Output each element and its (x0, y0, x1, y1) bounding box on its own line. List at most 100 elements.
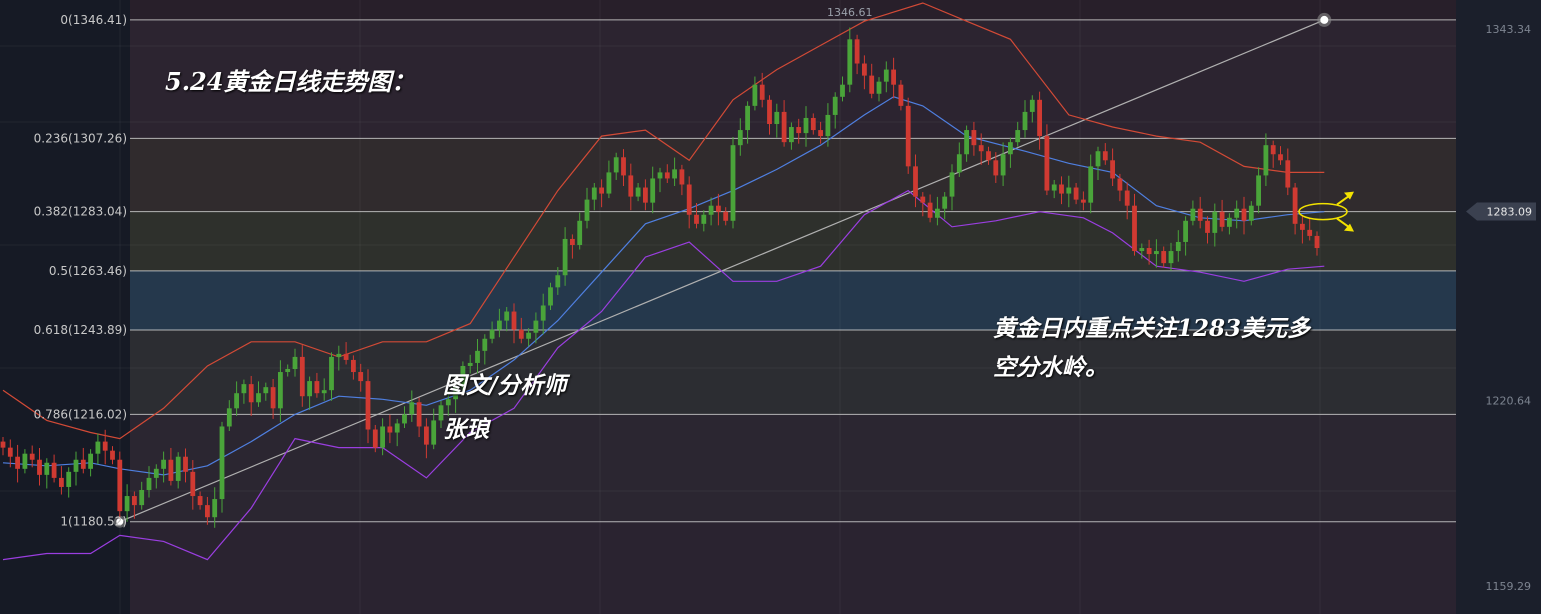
candle-body (664, 172, 670, 179)
candle-body (80, 459, 86, 469)
candle-body (847, 39, 853, 85)
candle-body (59, 477, 64, 487)
candle-body (1278, 154, 1283, 161)
fib-level-label: 0.5(1263.46) (49, 264, 127, 278)
fib-level-label: 0.236(1307.26) (34, 131, 127, 145)
candle-body (570, 238, 575, 245)
candle-body (336, 353, 342, 357)
candle-body (526, 332, 531, 339)
price-tick-label: 1159.29 (1486, 580, 1532, 593)
arrow-up-icon (1344, 191, 1354, 200)
candle-body (431, 420, 437, 445)
candle-body (1117, 178, 1123, 191)
candle-body (1081, 199, 1086, 203)
candle-body (1227, 217, 1232, 227)
candle-body (584, 199, 590, 221)
candle-body (66, 471, 72, 487)
candle-body (898, 84, 904, 106)
candle-body (438, 405, 444, 421)
peak-price-label: 1346.61 (827, 6, 873, 19)
candle-body (562, 238, 568, 276)
candle-body (139, 489, 145, 506)
candle-body (299, 356, 305, 397)
candle-body (1197, 208, 1203, 221)
candle-body (1248, 205, 1254, 221)
candle-body (1124, 190, 1130, 206)
price-axis: 1343.34 1220.64 1159.29 1283.09 (1466, 23, 1536, 593)
candle-body (489, 329, 495, 339)
candle-body (132, 496, 137, 506)
candle-body (205, 505, 210, 518)
fib-labels: 0(1346.41) 0.236(1307.26) 0.382(1283.04) 0.… (34, 13, 127, 529)
candle-body (591, 187, 597, 200)
candle-body (394, 423, 400, 433)
candle-body (402, 414, 407, 424)
candle-body (460, 365, 466, 388)
upper-band-line (2, 2, 1325, 440)
fib-level-label: 0.382(1283.04) (34, 205, 127, 219)
candle-body (905, 105, 911, 167)
candle-body (329, 356, 334, 391)
candle-body (935, 208, 940, 218)
candle-body (759, 84, 765, 100)
candle-body (818, 130, 823, 137)
candle-body (1095, 151, 1101, 167)
candle-body (409, 402, 415, 415)
fib-zone (130, 19, 1456, 139)
candle-body (256, 393, 261, 403)
candle-body (453, 387, 458, 400)
candle-body (686, 184, 692, 215)
candle-body (1256, 175, 1261, 206)
candle-body (949, 172, 955, 197)
focus-note-line2: 空分水岭。 (993, 354, 1108, 381)
candle-body (504, 311, 510, 321)
candle-body (1263, 145, 1269, 176)
candle-body (314, 381, 320, 394)
candle-body (321, 390, 327, 394)
candle-body (241, 384, 247, 394)
left-margin (0, 0, 130, 614)
candle-body (832, 96, 838, 115)
candle-body (789, 127, 794, 143)
candle-body (343, 353, 349, 360)
candle-body (424, 426, 429, 445)
last-price-label: 1283.09 (1487, 205, 1533, 218)
candle-body (862, 63, 867, 76)
candle-body (307, 381, 312, 397)
candle-body (1168, 251, 1174, 264)
candle-body (1307, 229, 1313, 236)
candle-body (694, 214, 699, 224)
chart-marks: 1346.61 (827, 6, 1354, 232)
candle-body (161, 459, 166, 469)
candle-body (1015, 130, 1021, 143)
candle-body (548, 287, 553, 306)
candle-body (44, 462, 50, 475)
candle-body (1212, 211, 1218, 233)
lower-band-line (2, 189, 1325, 561)
candle-body (803, 117, 809, 134)
candle-body (993, 160, 999, 176)
trend-anchor-start (116, 518, 124, 526)
candle-body (1285, 160, 1291, 188)
candle-body (51, 462, 57, 478)
candle-body (22, 453, 28, 469)
candle-body (672, 169, 677, 179)
candle-body (978, 145, 984, 152)
candle-body (88, 453, 93, 469)
candle-body (467, 362, 473, 366)
candle-body (956, 154, 962, 173)
candle-body (7, 447, 13, 457)
candle-body (1066, 187, 1072, 194)
candle-body (577, 220, 583, 245)
candle-body (555, 275, 561, 288)
candle-body (212, 499, 218, 518)
candle-body (1190, 208, 1196, 221)
candle-body (876, 81, 882, 94)
candle-body (796, 127, 802, 134)
candle-body (445, 399, 451, 406)
candle-body (168, 459, 174, 481)
candle-body (73, 459, 79, 472)
candle-body (518, 329, 524, 339)
candle-body (1073, 187, 1079, 200)
candle-body (278, 372, 283, 409)
